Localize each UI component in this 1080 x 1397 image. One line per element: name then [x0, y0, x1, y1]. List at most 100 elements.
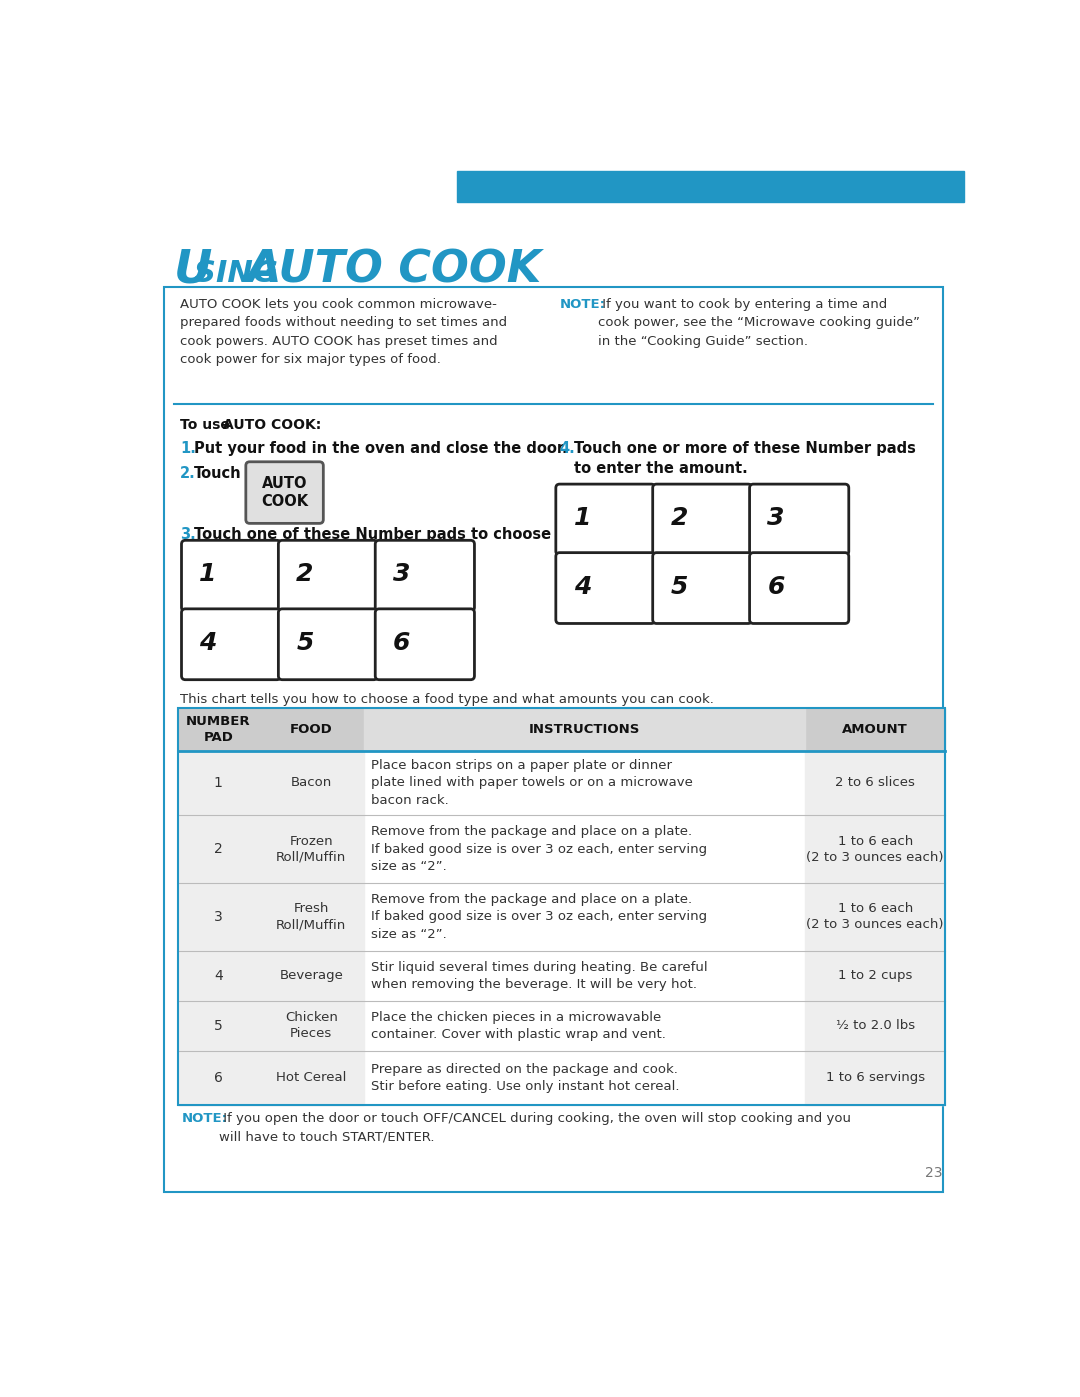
Bar: [806, 816, 945, 883]
Text: 4: 4: [200, 631, 217, 655]
FancyBboxPatch shape: [652, 485, 752, 555]
FancyBboxPatch shape: [246, 462, 323, 524]
FancyBboxPatch shape: [375, 541, 474, 610]
Text: If you want to cook by entering a time and
cook power, see the “Microwave cookin: If you want to cook by entering a time a…: [597, 298, 920, 348]
Bar: [259, 816, 364, 883]
Bar: [806, 708, 945, 750]
FancyBboxPatch shape: [652, 553, 752, 623]
Bar: [806, 750, 945, 816]
Text: AUTO COOK: AUTO COOK: [247, 249, 542, 292]
Text: ½ to 2.0 lbs: ½ to 2.0 lbs: [836, 1020, 915, 1032]
Bar: [806, 1000, 945, 1051]
Bar: [177, 816, 259, 883]
FancyBboxPatch shape: [181, 541, 281, 610]
FancyBboxPatch shape: [375, 609, 474, 680]
Bar: [259, 1000, 364, 1051]
Text: 3.: 3.: [180, 527, 195, 542]
Text: This chart tells you how to choose a food type and what amounts you can cook.: This chart tells you how to choose a foo…: [180, 693, 714, 705]
Text: Remove from the package and place on a plate.
If baked good size is over 3 oz ea: Remove from the package and place on a p…: [372, 826, 707, 873]
Text: Place the chicken pieces in a microwavable
container. Cover with plastic wrap an: Place the chicken pieces in a microwavab…: [372, 1010, 666, 1041]
Text: AUTO COOK lets you cook common microwave-
prepared foods without needing to set : AUTO COOK lets you cook common microwave…: [180, 298, 508, 366]
Text: 3: 3: [214, 909, 222, 923]
Bar: [177, 1051, 259, 1105]
Text: 2.: 2.: [180, 465, 195, 481]
Text: Fresh
Roll/Muffin: Fresh Roll/Muffin: [276, 902, 347, 932]
Bar: [259, 750, 364, 816]
Text: 6: 6: [768, 574, 785, 599]
Text: 2: 2: [671, 506, 688, 531]
Text: To use: To use: [180, 418, 234, 432]
Bar: [259, 708, 364, 750]
Text: STANDARD MICROWAVE COOKING: STANDARD MICROWAVE COOKING: [692, 180, 957, 194]
Text: 1: 1: [200, 563, 217, 587]
Bar: [364, 708, 806, 750]
Text: 3: 3: [768, 506, 785, 531]
Bar: [806, 951, 945, 1000]
Text: SING: SING: [194, 260, 288, 288]
Text: Touch one of these Number pads to choose
the type of food.: Touch one of these Number pads to choose…: [194, 527, 551, 563]
Text: 6: 6: [393, 631, 410, 655]
Text: 1.: 1.: [180, 441, 195, 455]
Text: 1 to 6 each
(2 to 3 ounces each): 1 to 6 each (2 to 3 ounces each): [807, 902, 944, 932]
FancyBboxPatch shape: [556, 485, 656, 555]
FancyBboxPatch shape: [750, 485, 849, 555]
Text: FOOD: FOOD: [289, 722, 333, 736]
Text: 5: 5: [214, 1018, 222, 1032]
FancyBboxPatch shape: [556, 553, 656, 623]
Text: 2: 2: [214, 842, 222, 856]
Text: 4: 4: [214, 968, 222, 982]
Bar: [457, 172, 964, 203]
Text: 2 to 6 slices: 2 to 6 slices: [835, 777, 915, 789]
Text: 3: 3: [393, 563, 410, 587]
Text: 1 to 6 servings: 1 to 6 servings: [825, 1071, 924, 1084]
Bar: [806, 1051, 945, 1105]
FancyBboxPatch shape: [181, 609, 281, 680]
Text: AUTO
COOK: AUTO COOK: [261, 476, 308, 510]
Bar: [177, 1000, 259, 1051]
Text: Touch: Touch: [194, 465, 242, 481]
Bar: [177, 883, 259, 951]
Bar: [177, 750, 259, 816]
FancyBboxPatch shape: [279, 609, 378, 680]
Text: Touch one or more of these Number pads
to enter the amount.: Touch one or more of these Number pads t…: [573, 441, 916, 476]
Bar: [259, 951, 364, 1000]
Text: Bacon: Bacon: [291, 777, 332, 789]
Bar: [259, 883, 364, 951]
Text: NUMBER
PAD: NUMBER PAD: [186, 715, 251, 743]
Text: Remove from the package and place on a plate.
If baked good size is over 3 oz ea: Remove from the package and place on a p…: [372, 893, 707, 940]
Text: Stir liquid several times during heating. Be careful
when removing the beverage.: Stir liquid several times during heating…: [372, 961, 708, 990]
Text: 23: 23: [926, 1166, 943, 1180]
Text: 4.: 4.: [559, 441, 576, 455]
Text: AUTO COOK:: AUTO COOK:: [222, 418, 321, 432]
Bar: [177, 951, 259, 1000]
Text: Put your food in the oven and close the door.: Put your food in the oven and close the …: [194, 441, 567, 455]
Bar: [259, 1051, 364, 1105]
Bar: [177, 708, 945, 1105]
Text: Chicken
Pieces: Chicken Pieces: [285, 1011, 338, 1041]
Bar: [806, 883, 945, 951]
Text: NOTE:: NOTE:: [559, 298, 606, 310]
Text: 5: 5: [296, 631, 313, 655]
Text: INSTRUCTIONS: INSTRUCTIONS: [529, 722, 640, 736]
Text: 1: 1: [573, 506, 591, 531]
Text: 1 to 2 cups: 1 to 2 cups: [838, 970, 913, 982]
Text: U: U: [174, 247, 212, 292]
Bar: [164, 286, 943, 1192]
Text: Frozen
Roll/Muffin: Frozen Roll/Muffin: [276, 834, 347, 863]
Text: 1 to 6 each
(2 to 3 ounces each): 1 to 6 each (2 to 3 ounces each): [807, 834, 944, 863]
Text: Hot Cereal: Hot Cereal: [276, 1071, 347, 1084]
FancyBboxPatch shape: [279, 541, 378, 610]
Text: AMOUNT: AMOUNT: [842, 722, 908, 736]
Text: 5: 5: [671, 574, 688, 599]
Text: 1: 1: [214, 775, 222, 789]
Text: If you open the door or touch OFF/CANCEL during cooking, the oven will stop cook: If you open the door or touch OFF/CANCEL…: [218, 1112, 851, 1143]
Text: Prepare as directed on the package and cook.
Stir before eating. Use only instan: Prepare as directed on the package and c…: [372, 1063, 680, 1092]
Text: Place bacon strips on a paper plate or dinner
plate lined with paper towels or o: Place bacon strips on a paper plate or d…: [372, 759, 693, 807]
Text: Beverage: Beverage: [280, 970, 343, 982]
FancyBboxPatch shape: [750, 553, 849, 623]
Text: 2: 2: [296, 563, 313, 587]
Text: NOTE:: NOTE:: [181, 1112, 228, 1126]
Bar: [177, 708, 259, 750]
Text: 6: 6: [214, 1070, 222, 1085]
Text: 4: 4: [573, 574, 591, 599]
